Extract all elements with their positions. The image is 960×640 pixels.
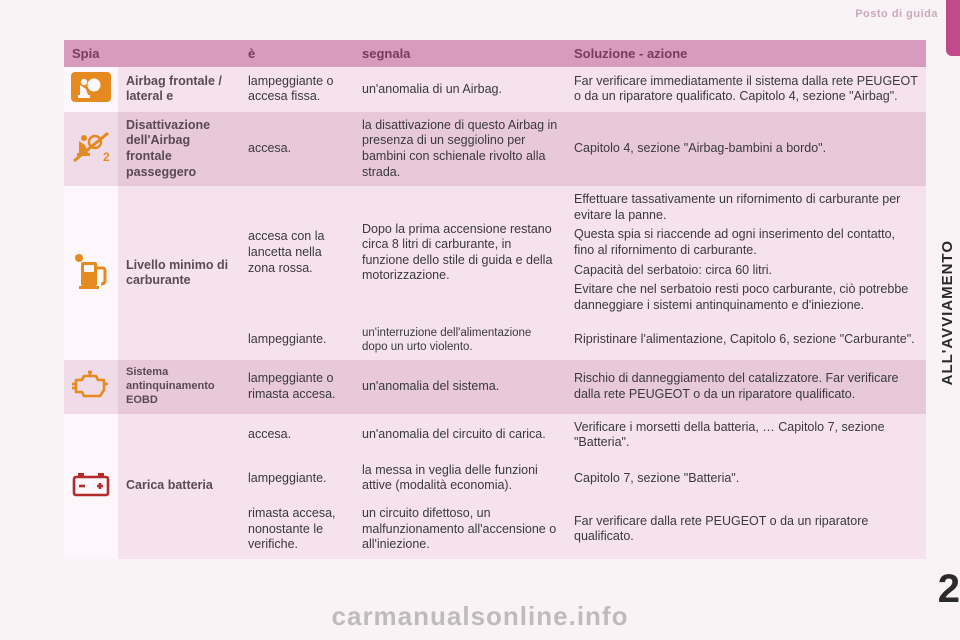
row-e: accesa. <box>240 112 354 187</box>
table-row: Livello minimo di carburante accesa con … <box>64 186 926 319</box>
row-soluzione: Far verificare dalla rete PEUGEOT o da u… <box>566 500 926 559</box>
row-soluzione: Capitolo 4, sezione "Airbag-bambini a bo… <box>566 112 926 187</box>
row-soluzione: Far verificare immediatamente il sistema… <box>566 67 926 112</box>
row-segnala: un'interruzione dell'alimentazione dopo … <box>354 320 566 361</box>
row-name: Disattivazione dell'Airbag frontale pass… <box>118 112 240 187</box>
row-e: lampeggiante o accesa fissa. <box>240 67 354 112</box>
row-e: accesa. <box>240 414 354 457</box>
row-soluzione: Ripristinare l'alimentazione, Capitolo 6… <box>566 320 926 361</box>
row-soluzione: Verificare i morsetti della batteria, … … <box>566 414 926 457</box>
row-segnala: un'anomalia di un Airbag. <box>354 67 566 112</box>
row-soluzione: Effettuare tassativamente un riforniment… <box>566 186 926 319</box>
row-e: lampeggiante. <box>240 457 354 500</box>
table-header-row: Spia è segnala Soluzione - azione <box>64 40 926 67</box>
fuel-icon <box>64 186 118 360</box>
table-row: Airbag frontale / lateral e lampeggiante… <box>64 67 926 112</box>
row-e: rimasta accesa, nonostante le verifiche. <box>240 500 354 559</box>
corner-tab <box>946 0 960 56</box>
battery-icon <box>64 414 118 559</box>
row-name: Airbag frontale / lateral e <box>118 67 240 112</box>
row-e: lampeggiante o rimasta accesa. <box>240 360 354 413</box>
airbag-off-icon: 2 <box>64 112 118 187</box>
engine-icon <box>64 360 118 413</box>
row-name: Livello minimo di carburante <box>118 186 240 360</box>
svg-text:2: 2 <box>103 150 110 164</box>
col-spia: Spia <box>64 40 240 67</box>
manual-page: Posto di guida ALL'AVVIAMENTO 2 Spia è s… <box>0 0 960 640</box>
chapter-side-label: ALL'AVVIAMENTO <box>939 240 956 385</box>
row-segnala: Dopo la prima accensione restano circa 8… <box>354 186 566 319</box>
row-e: accesa con la lancetta nella zona rossa. <box>240 186 354 319</box>
row-segnala: un circuito difettoso, un malfunzionamen… <box>354 500 566 559</box>
row-soluzione: Rischio di danneggiamento del catalizzat… <box>566 360 926 413</box>
row-soluzione: Capitolo 7, sezione "Batteria". <box>566 457 926 500</box>
watermark: carmanualsonline.info <box>332 601 629 632</box>
table-row: Carica batteria accesa. un'anomalia del … <box>64 414 926 457</box>
row-segnala: la messa in veglia delle funzioni attive… <box>354 457 566 500</box>
col-e: è <box>240 40 354 67</box>
row-segnala: un'anomalia del sistema. <box>354 360 566 413</box>
warning-lights-table: Spia è segnala Soluzione - azione <box>64 40 926 559</box>
page-section-title: Posto di guida <box>855 8 938 20</box>
row-segnala: la disattivazione di questo Airbag in pr… <box>354 112 566 187</box>
airbag-icon <box>64 67 118 112</box>
col-soluzione: Soluzione - azione <box>566 40 926 67</box>
row-segnala: un'anomalia del circuito di carica. <box>354 414 566 457</box>
table-row: Sistema antinquinamento EOBD lampeggiant… <box>64 360 926 413</box>
col-segnala: segnala <box>354 40 566 67</box>
chapter-number: 2 <box>938 567 960 612</box>
row-name: Sistema antinquinamento EOBD <box>118 360 240 413</box>
row-name: Carica batteria <box>118 414 240 559</box>
table-row: 2 Disattivazione dell'Airbag frontale pa… <box>64 112 926 187</box>
row-e: lampeggiante. <box>240 320 354 361</box>
